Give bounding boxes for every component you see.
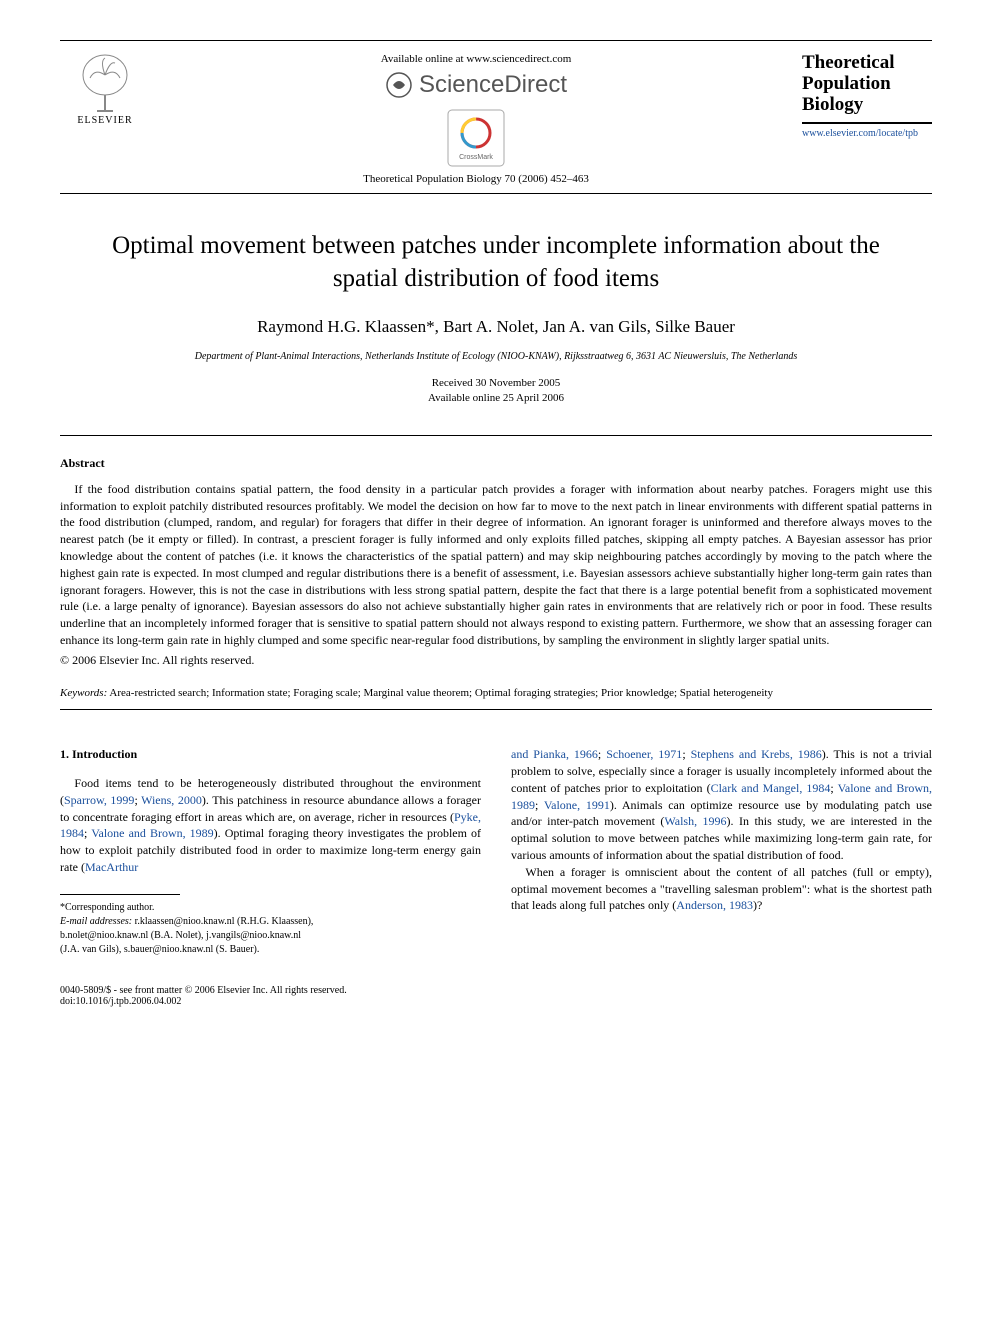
available-online-text: Available online at www.sciencedirect.co…: [170, 53, 782, 65]
divider: [60, 709, 932, 710]
ref-link[interactable]: Valone and Brown, 1989: [91, 826, 213, 840]
sciencedirect-logo: ScienceDirect: [170, 71, 782, 99]
journal-title-block: Theoretical Population Biology www.elsev…: [802, 53, 932, 139]
doi-line: doi:10.1016/j.tpb.2006.04.002: [60, 996, 347, 1007]
received-date: Received 30 November 2005: [60, 376, 932, 391]
ref-link[interactable]: Sparrow, 1999: [64, 793, 134, 807]
elsevier-logo-block: ELSEVIER: [60, 53, 150, 126]
intro-heading: 1. Introduction: [60, 746, 481, 763]
emails-line-3: (J.A. van Gils), s.bauer@nioo.knaw.nl (S…: [60, 943, 481, 957]
ref-link[interactable]: Stephens and Krebs, 1986: [691, 747, 822, 761]
footnote-divider: [60, 894, 180, 895]
dates-block: Received 30 November 2005 Available onli…: [60, 376, 932, 407]
header-center: Available online at www.sciencedirect.co…: [150, 53, 802, 185]
ref-link[interactable]: Wiens, 2000: [141, 793, 202, 807]
elsevier-label: ELSEVIER: [77, 115, 132, 126]
left-column: 1. Introduction Food items tend to be he…: [60, 746, 481, 957]
journal-title-l1: Theoretical: [802, 53, 932, 74]
emails-line: E-mail addresses: r.klaassen@nioo.knaw.n…: [60, 915, 481, 929]
front-matter-line: 0040-5809/$ - see front matter © 2006 El…: [60, 985, 347, 996]
intro-para-1-cont: and Pianka, 1966; Schoener, 1971; Stephe…: [511, 746, 932, 864]
abstract-copyright: © 2006 Elsevier Inc. All rights reserved…: [60, 653, 932, 668]
body-columns: 1. Introduction Food items tend to be he…: [60, 746, 932, 957]
divider: [60, 435, 932, 436]
corresponding-author: *Corresponding author.: [60, 901, 481, 915]
citation-line: Theoretical Population Biology 70 (2006)…: [170, 173, 782, 185]
journal-title: Theoretical Population Biology: [802, 53, 932, 124]
ref-link[interactable]: Walsh, 1996: [664, 814, 726, 828]
sciencedirect-text: ScienceDirect: [419, 71, 567, 99]
affiliation: Department of Plant-Animal Interactions,…: [60, 351, 932, 362]
page-header: ELSEVIER Available online at www.science…: [60, 40, 932, 194]
ref-link[interactable]: and Pianka, 1966: [511, 747, 598, 761]
intro-para-1: Food items tend to be heterogeneously di…: [60, 775, 481, 876]
right-column: and Pianka, 1966; Schoener, 1971; Stephe…: [511, 746, 932, 957]
crossmark-icon[interactable]: CrossMark: [447, 109, 505, 167]
online-date: Available online 25 April 2006: [60, 391, 932, 406]
footer-left: 0040-5809/$ - see front matter © 2006 El…: [60, 985, 347, 1007]
keywords-label: Keywords:: [60, 687, 107, 699]
authors-line: Raymond H.G. Klaassen*, Bart A. Nolet, J…: [60, 317, 932, 337]
ref-link[interactable]: Schoener, 1971: [606, 747, 682, 761]
journal-link[interactable]: www.elsevier.com/locate/tpb: [802, 128, 932, 139]
elsevier-tree-icon: [75, 53, 135, 113]
ref-link[interactable]: Anderson, 1983: [676, 898, 753, 912]
emails-label: E-mail addresses:: [60, 916, 132, 927]
svg-text:CrossMark: CrossMark: [459, 154, 493, 161]
footnote-block: *Corresponding author. E-mail addresses:…: [60, 901, 481, 957]
abstract-body: If the food distribution contains spatia…: [60, 481, 932, 649]
intro-para-2: When a forager is omniscient about the c…: [511, 864, 932, 914]
ref-link[interactable]: MacArthur: [85, 860, 138, 874]
ref-link[interactable]: Clark and Mangel, 1984: [711, 781, 831, 795]
keywords-block: Keywords: Area-restricted search; Inform…: [60, 686, 932, 701]
sciencedirect-icon: [385, 71, 413, 99]
journal-title-l2: Population: [802, 74, 932, 95]
article-title: Optimal movement between patches under i…: [100, 230, 892, 295]
keywords-text: Area-restricted search; Information stat…: [107, 687, 773, 699]
ref-link[interactable]: Valone, 1991: [544, 798, 610, 812]
page-footer: 0040-5809/$ - see front matter © 2006 El…: [60, 985, 932, 1007]
journal-title-l3: Biology: [802, 95, 932, 116]
emails-line-2: b.nolet@nioo.knaw.nl (B.A. Nolet), j.van…: [60, 929, 481, 943]
abstract-heading: Abstract: [60, 456, 932, 471]
